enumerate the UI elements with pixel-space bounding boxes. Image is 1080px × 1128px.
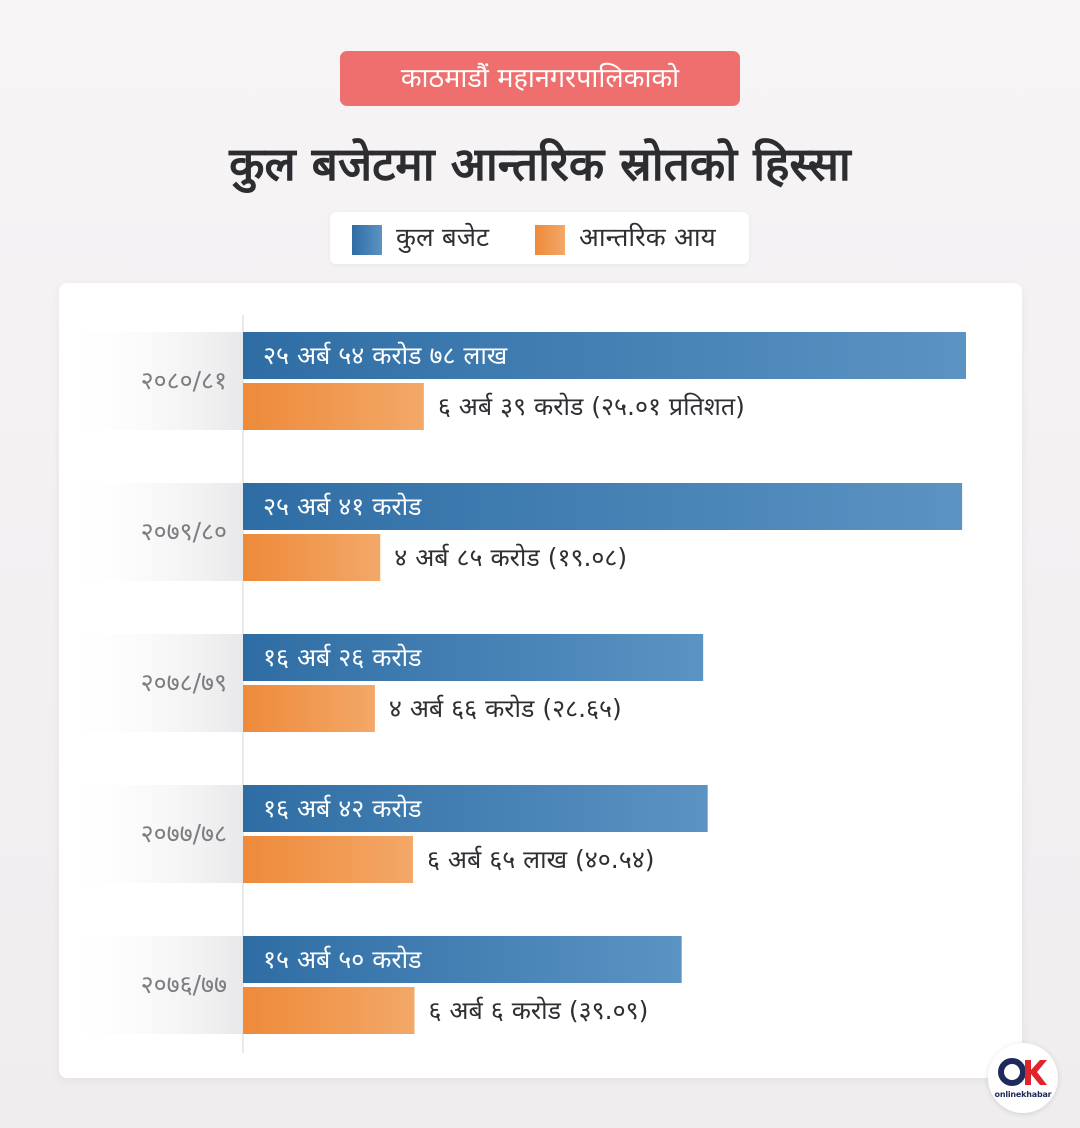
category-label: २०८०/८१	[141, 366, 227, 395]
bar-internal	[243, 534, 381, 581]
bar-total-label: १६ अर्ब २६ करोड	[263, 643, 422, 672]
bar-total	[243, 483, 963, 530]
legend-swatch-total	[352, 225, 382, 255]
category-band	[59, 634, 243, 732]
bar-total-label: १५ अर्ब ५० करोड	[263, 945, 422, 974]
page-title: कुल बजेटमा आन्तरिक स्रोतको हिस्सा	[229, 137, 851, 191]
onlinekhabar-logo: onlinekhabar	[988, 1043, 1058, 1113]
category-band	[59, 785, 243, 883]
bar-internal-label: ६ अर्ब ६ करोड (३९.०९)	[428, 996, 648, 1025]
legend: कुल बजेट आन्तरिक आय	[330, 212, 749, 264]
category-band	[59, 483, 243, 581]
logo-text: onlinekhabar	[994, 1090, 1052, 1099]
category-band	[59, 332, 243, 430]
bar-chart: २०८०/८१ २५ अर्ब ५४ करोड ७८ लाख ६ अर्ब ३९ क…	[59, 315, 966, 1053]
category-label: २०७९/८०	[141, 517, 227, 546]
bar-internal	[243, 987, 415, 1034]
bar-total-label: १६ अर्ब ४२ करोड	[263, 794, 422, 823]
legend-swatch-internal	[535, 225, 565, 255]
bar-internal	[243, 383, 424, 430]
subtitle-badge: काठमाडौं महानगरपालिकाको	[340, 51, 740, 106]
legend-label-internal: आन्तरिक आय	[579, 223, 716, 253]
bar-internal-label: ४ अर्ब ८५ करोड (१९.०८)	[394, 543, 627, 572]
bar-total	[243, 936, 682, 983]
ok-logo-icon	[998, 1058, 1047, 1086]
category-label: २०७६/७७	[141, 970, 227, 999]
bar-total	[243, 634, 704, 681]
bar-total	[243, 785, 708, 832]
bar-internal-label: ६ अर्ब ६५ लाख (४०.५४)	[427, 845, 654, 874]
bar-internal	[243, 685, 375, 732]
category-label: २०७७/७८	[141, 819, 227, 848]
bar-total-label: २५ अर्ब ५४ करोड ७८ लाख	[263, 341, 508, 370]
bar-internal	[243, 836, 413, 883]
bar-internal-label: ४ अर्ब ६६ करोड (२८.६५)	[389, 694, 622, 723]
bar-total-label: २५ अर्ब ४१ करोड	[263, 492, 422, 521]
bar-total	[243, 332, 966, 379]
chart-panel: २०८०/८१ २५ अर्ब ५४ करोड ७८ लाख ६ अर्ब ३९ क…	[59, 283, 1022, 1078]
legend-label-total: कुल बजेट	[396, 223, 490, 253]
category-band	[59, 936, 243, 1034]
category-label: २०७८/७९	[141, 668, 227, 697]
bar-internal-label: ६ अर्ब ३९ करोड (२५.०१ प्रतिशत)	[438, 392, 745, 421]
